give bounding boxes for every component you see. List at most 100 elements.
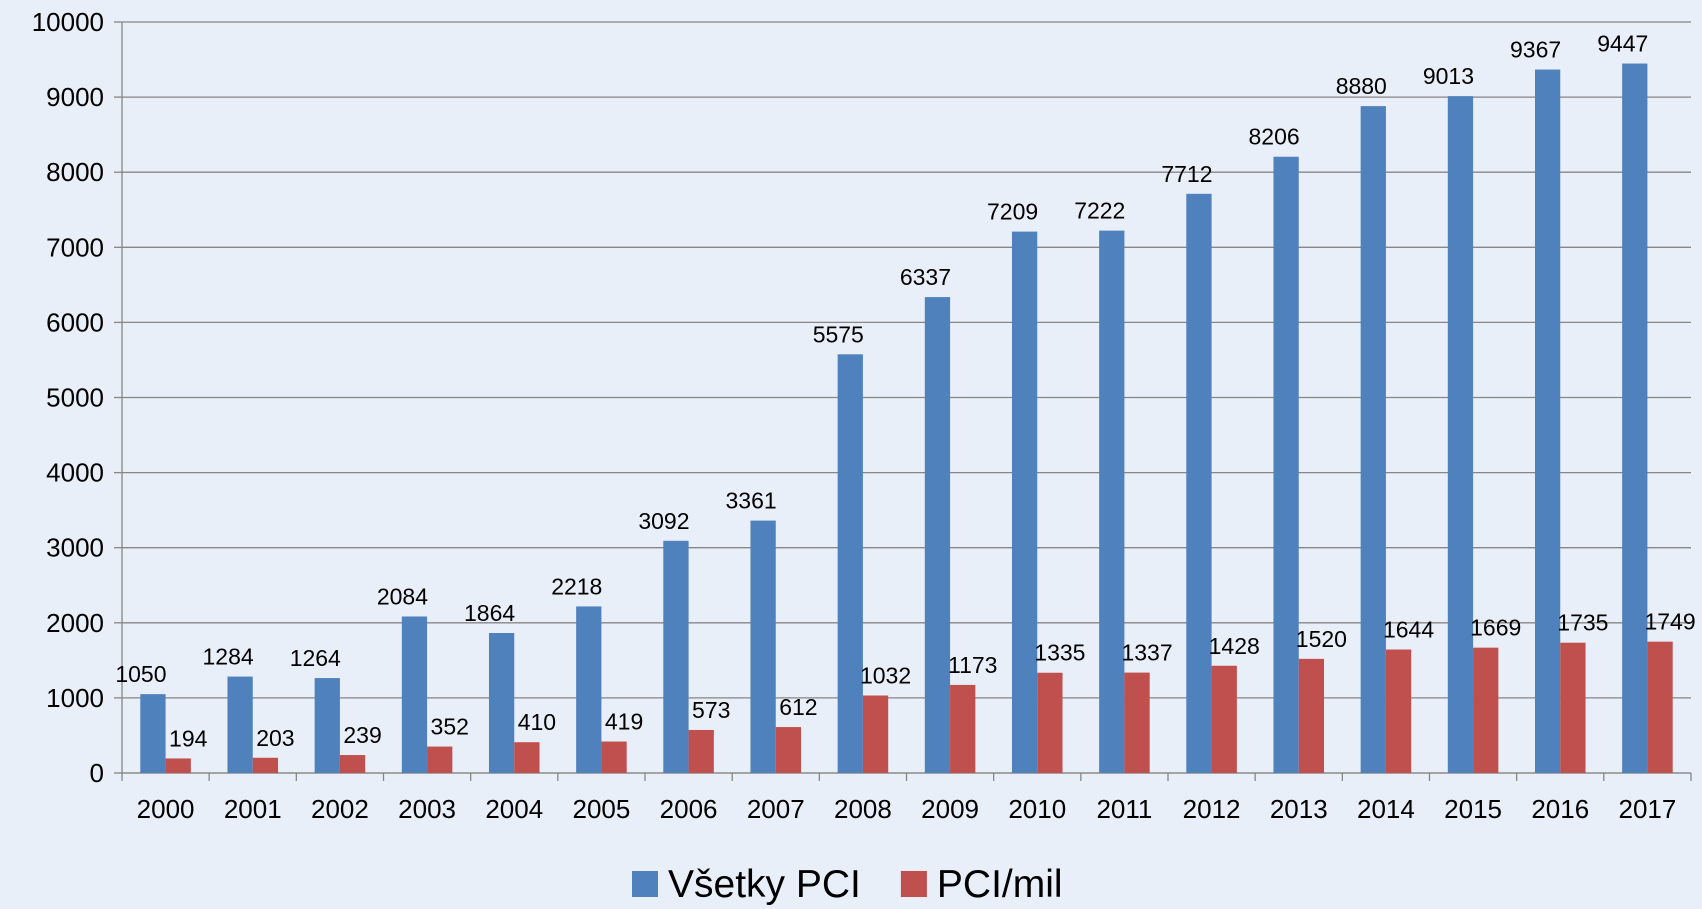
y-tick-label: 7000 bbox=[46, 232, 104, 262]
data-label: 8206 bbox=[1249, 124, 1300, 150]
y-tick-label: 8000 bbox=[46, 157, 104, 187]
bar bbox=[165, 758, 191, 773]
bar bbox=[252, 757, 279, 773]
bar bbox=[1211, 665, 1237, 773]
legend-label: PCI/mil bbox=[937, 863, 1063, 906]
x-tick-label: 2013 bbox=[1270, 794, 1328, 824]
x-tick-label: 2004 bbox=[485, 794, 543, 824]
data-label: 1669 bbox=[1470, 615, 1521, 641]
data-label: 573 bbox=[692, 697, 730, 723]
y-tick-label: 4000 bbox=[46, 458, 104, 488]
data-label: 1520 bbox=[1296, 626, 1347, 652]
legend-label: Všetky PCI bbox=[668, 863, 861, 906]
bar bbox=[750, 520, 776, 773]
bar bbox=[227, 676, 253, 773]
bar bbox=[401, 616, 428, 773]
data-label: 3361 bbox=[726, 488, 777, 514]
data-label: 203 bbox=[256, 725, 294, 751]
bar bbox=[924, 297, 951, 773]
x-tick-label: 2011 bbox=[1096, 794, 1152, 824]
bar bbox=[1186, 193, 1212, 773]
bar bbox=[140, 694, 166, 773]
data-label: 1644 bbox=[1383, 617, 1434, 643]
x-tick-label: 2016 bbox=[1531, 794, 1589, 824]
data-label: 352 bbox=[431, 714, 469, 740]
data-label: 7209 bbox=[987, 199, 1038, 225]
x-tick-label: 2002 bbox=[311, 794, 369, 824]
bar bbox=[576, 606, 602, 773]
data-label: 9013 bbox=[1423, 63, 1474, 89]
data-label: 1428 bbox=[1209, 633, 1260, 659]
x-tick-label: 2010 bbox=[1008, 794, 1066, 824]
bar bbox=[862, 695, 889, 773]
data-label: 1173 bbox=[948, 652, 997, 678]
legend-swatch bbox=[900, 871, 927, 897]
data-label: 1264 bbox=[290, 645, 341, 671]
data-label: 8880 bbox=[1336, 73, 1387, 99]
data-label: 7712 bbox=[1161, 161, 1212, 187]
bar bbox=[427, 746, 453, 773]
y-tick-label: 2000 bbox=[46, 608, 104, 638]
data-label: 1864 bbox=[464, 600, 515, 626]
bar bbox=[1447, 96, 1474, 773]
legend-swatch bbox=[632, 871, 658, 897]
bar bbox=[837, 354, 863, 773]
x-tick-label: 2014 bbox=[1357, 794, 1415, 824]
data-label: 1050 bbox=[115, 661, 166, 687]
data-label: 1032 bbox=[860, 662, 911, 688]
bar bbox=[514, 742, 540, 773]
bar bbox=[1360, 106, 1386, 773]
bar bbox=[314, 678, 340, 773]
data-label: 1284 bbox=[203, 644, 254, 670]
y-tick-label: 3000 bbox=[46, 533, 104, 563]
data-label: 1735 bbox=[1557, 610, 1608, 636]
data-label: 9367 bbox=[1510, 37, 1561, 63]
data-label: 2084 bbox=[377, 583, 428, 609]
data-label: 3092 bbox=[638, 508, 689, 534]
y-tick-label: 0 bbox=[90, 758, 104, 788]
y-tick-label: 1000 bbox=[46, 683, 104, 713]
data-label: 5575 bbox=[813, 321, 864, 347]
data-label: 1749 bbox=[1644, 609, 1695, 635]
data-label: 6337 bbox=[900, 264, 951, 290]
data-label: 1335 bbox=[1034, 640, 1085, 666]
bar bbox=[688, 729, 714, 773]
bar bbox=[339, 755, 366, 773]
bar bbox=[1473, 647, 1499, 773]
y-tick-label: 9000 bbox=[46, 82, 104, 112]
data-label: 7222 bbox=[1074, 198, 1125, 224]
data-label: 419 bbox=[605, 709, 643, 735]
y-tick-label: 10000 bbox=[32, 7, 104, 37]
bar bbox=[1011, 231, 1038, 773]
data-label: 1337 bbox=[1121, 640, 1172, 666]
x-tick-label: 2006 bbox=[660, 794, 718, 824]
data-label: 2218 bbox=[551, 573, 602, 599]
bar bbox=[1037, 672, 1063, 773]
x-tick-label: 2001 bbox=[224, 794, 282, 824]
bar bbox=[663, 540, 689, 773]
bar bbox=[601, 741, 627, 773]
x-tick-label: 2012 bbox=[1183, 794, 1241, 824]
bar bbox=[1099, 230, 1125, 773]
x-tick-label: 2000 bbox=[137, 794, 195, 824]
bar bbox=[1273, 156, 1299, 774]
bar bbox=[775, 727, 802, 773]
x-tick-label: 2008 bbox=[834, 794, 892, 824]
bar bbox=[1124, 672, 1150, 773]
data-label: 9447 bbox=[1597, 31, 1648, 57]
bar bbox=[1298, 658, 1325, 773]
bar bbox=[950, 684, 976, 773]
x-tick-label: 2017 bbox=[1618, 794, 1676, 824]
x-tick-label: 2015 bbox=[1444, 794, 1502, 824]
x-tick-label: 2003 bbox=[398, 794, 456, 824]
bar bbox=[1560, 642, 1586, 773]
x-tick-label: 2005 bbox=[572, 794, 630, 824]
x-tick-label: 2009 bbox=[921, 794, 979, 824]
data-label: 194 bbox=[169, 725, 208, 751]
bar bbox=[1647, 641, 1673, 773]
bar bbox=[1534, 69, 1561, 773]
y-tick-label: 5000 bbox=[46, 383, 104, 413]
bar bbox=[488, 633, 515, 773]
bar bbox=[1385, 649, 1412, 773]
